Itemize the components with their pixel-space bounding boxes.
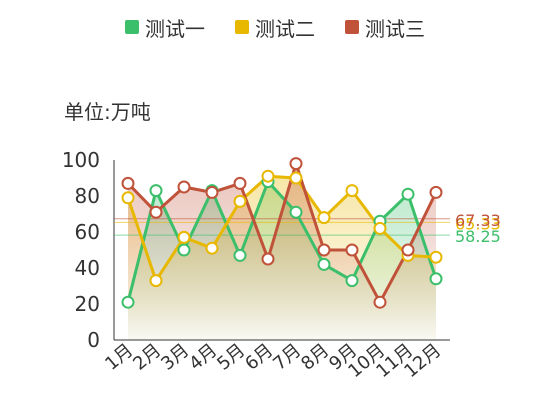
data-point	[317, 211, 331, 225]
y-tick-label: 0	[87, 328, 100, 352]
data-point	[121, 176, 135, 190]
average-label-1: 58.25	[455, 227, 501, 246]
data-point	[205, 185, 219, 199]
data-point	[373, 295, 387, 309]
legend-item-2[interactable]: 测试二	[235, 13, 315, 42]
data-point	[233, 194, 247, 208]
data-point	[149, 274, 163, 288]
data-point	[177, 230, 191, 244]
average-label-3: 67.33	[455, 211, 501, 230]
y-tick-label: 60	[75, 220, 100, 244]
data-point	[345, 243, 359, 257]
data-point	[261, 252, 275, 266]
legend-swatch	[125, 20, 139, 34]
data-point	[289, 205, 303, 219]
data-point	[345, 274, 359, 288]
data-point	[345, 184, 359, 198]
data-point	[429, 272, 443, 286]
data-point	[401, 243, 415, 257]
unit-label: 单位:万吨	[64, 100, 151, 124]
data-point	[317, 257, 331, 271]
legend-item-3[interactable]: 测试三	[345, 13, 425, 42]
data-point	[121, 295, 135, 309]
data-point	[149, 184, 163, 198]
data-point	[289, 157, 303, 171]
chart-legend: 测试一 测试二 测试三	[0, 13, 550, 42]
data-point	[205, 241, 219, 255]
legend-item-1[interactable]: 测试一	[125, 13, 205, 42]
data-point	[429, 250, 443, 264]
data-point	[289, 171, 303, 185]
legend-label: 测试一	[145, 16, 205, 41]
data-point	[149, 205, 163, 219]
data-point	[177, 243, 191, 257]
data-point	[317, 243, 331, 257]
data-point	[121, 191, 135, 205]
y-tick-label: 20	[75, 292, 100, 316]
data-point	[177, 180, 191, 194]
data-point	[233, 176, 247, 190]
legend-label: 测试三	[365, 16, 425, 41]
y-tick-label: 40	[75, 256, 100, 280]
data-point	[233, 248, 247, 262]
legend-label: 测试二	[255, 16, 315, 41]
data-point	[401, 187, 415, 201]
data-point	[429, 185, 443, 199]
data-point	[373, 221, 387, 235]
y-tick-label: 100	[62, 148, 100, 172]
data-point	[261, 169, 275, 183]
legend-swatch	[235, 20, 249, 34]
y-tick-label: 80	[75, 184, 100, 208]
legend-swatch	[345, 20, 359, 34]
average-label-2: 65.33	[455, 214, 501, 233]
